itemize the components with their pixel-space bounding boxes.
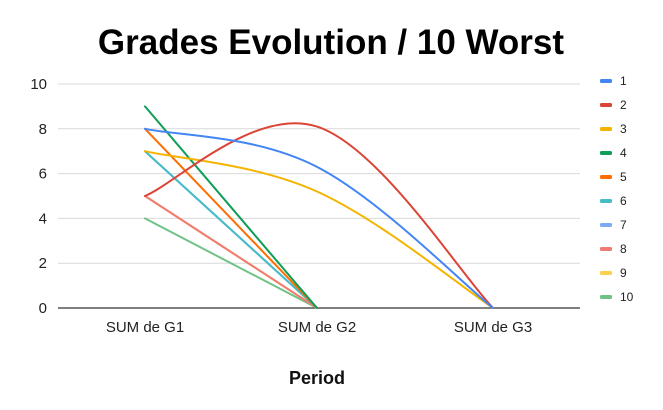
legend-item-2: 2 [600, 98, 627, 112]
x-tick-label: SUM de G1 [106, 319, 184, 336]
legend-label: 9 [620, 266, 627, 280]
legend-swatch [600, 271, 612, 275]
legend-swatch [600, 247, 612, 251]
legend-swatch [600, 151, 612, 155]
legend-label: 8 [620, 242, 627, 256]
y-tick-label: 10 [30, 76, 47, 93]
grid-layer [58, 83, 580, 309]
legend-item-10: 10 [600, 290, 634, 304]
y-tick-label: 6 [39, 166, 47, 183]
chart-title: Grades Evolution / 10 Worst [98, 23, 564, 62]
legend-item-8: 8 [600, 242, 627, 256]
series-line-4 [144, 105, 318, 309]
legend: 1 2 3 4 5 6 7 8 9 10 [600, 74, 634, 304]
y-tick-label: 4 [39, 210, 47, 227]
series-line-5 [144, 127, 318, 309]
legend-swatch [600, 175, 612, 179]
legend-label: 6 [620, 194, 627, 208]
series-line-1 [144, 127, 494, 309]
legend-label: 3 [620, 122, 627, 136]
x-axis-title: Period [289, 368, 345, 388]
legend-item-7: 7 [600, 218, 627, 232]
legend-item-5: 5 [600, 170, 627, 184]
series-line-3 [144, 150, 494, 309]
legend-swatch [600, 223, 612, 227]
y-tick-labels: 0 2 4 6 8 10 [30, 76, 47, 317]
series-line-6 [144, 150, 318, 309]
legend-swatch [600, 127, 612, 131]
legend-label: 1 [620, 74, 627, 88]
y-tick-label: 2 [39, 255, 47, 272]
series-line-8 [144, 195, 318, 309]
legend-swatch [600, 79, 612, 83]
legend-label: 5 [620, 170, 627, 184]
series-line-10 [144, 217, 318, 309]
series-line-2 [144, 122, 494, 309]
legend-swatch [600, 295, 612, 299]
y-tick-label: 8 [39, 121, 47, 138]
x-tick-label: SUM de G2 [278, 319, 356, 336]
legend-item-1: 1 [600, 74, 627, 88]
y-tick-label: 0 [39, 300, 47, 317]
legend-label: 2 [620, 98, 627, 112]
legend-item-4: 4 [600, 146, 627, 160]
legend-label: 10 [620, 290, 634, 304]
series-lines [144, 105, 494, 309]
x-tick-label: SUM de G3 [454, 319, 532, 336]
legend-swatch [600, 199, 612, 203]
x-tick-labels: SUM de G1 SUM de G2 SUM de G3 [106, 319, 532, 336]
legend-label: 7 [620, 218, 627, 232]
legend-label: 4 [620, 146, 627, 160]
legend-item-3: 3 [600, 122, 627, 136]
legend-swatch [600, 103, 612, 107]
legend-item-6: 6 [600, 194, 627, 208]
legend-item-9: 9 [600, 266, 627, 280]
